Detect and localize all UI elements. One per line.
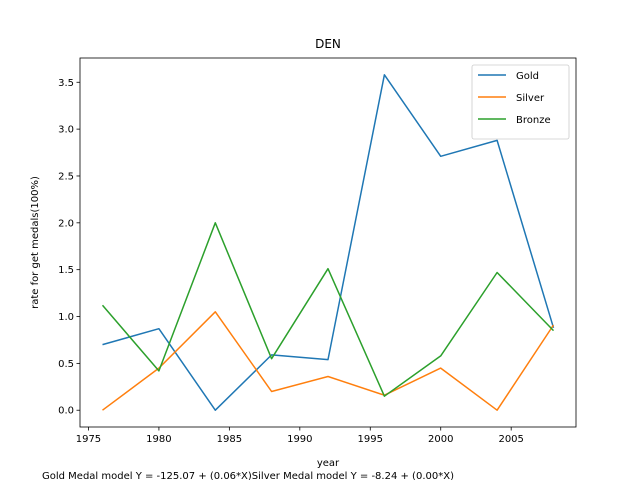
x-tick-label: 2005 — [498, 434, 523, 445]
y-tick-label: 1.0 — [58, 312, 74, 323]
x-tick-label: 1995 — [358, 434, 383, 445]
legend-label-silver: Silver — [516, 93, 545, 104]
x-tick-label: 2000 — [428, 434, 453, 445]
legend-label-gold: Gold — [516, 71, 539, 82]
series-line-gold — [102, 74, 555, 411]
y-tick-label: 2.5 — [58, 171, 74, 182]
x-tick-label: 1975 — [76, 434, 101, 445]
series-line-silver — [102, 311, 555, 411]
series-line-bronze — [101, 222, 555, 397]
legend-box — [471, 64, 570, 140]
x-axis-ticks: 1975 1980 1985 1990 1995 2000 2005 — [76, 427, 524, 445]
y-axis-label: rate for get medals(100%) — [30, 176, 41, 309]
plot-area-frame — [79, 57, 577, 428]
y-tick-label: 1.5 — [58, 265, 74, 276]
chart-title: DEN — [315, 37, 341, 51]
axes — [79, 57, 577, 428]
y-axis-ticks: 0.0 0.5 1.0 1.5 2.0 2.5 3.0 3.5 — [58, 78, 80, 417]
y-tick-label: 3.5 — [58, 78, 74, 89]
y-tick-label: 2.0 — [58, 218, 74, 229]
model-caption: Gold Medal model Y = -125.07 + (0.06*X)S… — [42, 471, 454, 480]
x-tick-label: 1980 — [146, 434, 171, 445]
x-axis-label: year — [317, 458, 340, 469]
x-tick-label: 1990 — [287, 434, 312, 445]
y-tick-label: 0.5 — [58, 359, 74, 370]
y-tick-label: 3.0 — [58, 125, 74, 136]
legend-label-bronze: Bronze — [516, 115, 551, 126]
series-lines — [101, 74, 555, 411]
x-tick-label: 1985 — [217, 434, 242, 445]
y-tick-label: 0.0 — [58, 406, 74, 417]
legend: Gold Silver Bronze — [471, 64, 570, 140]
